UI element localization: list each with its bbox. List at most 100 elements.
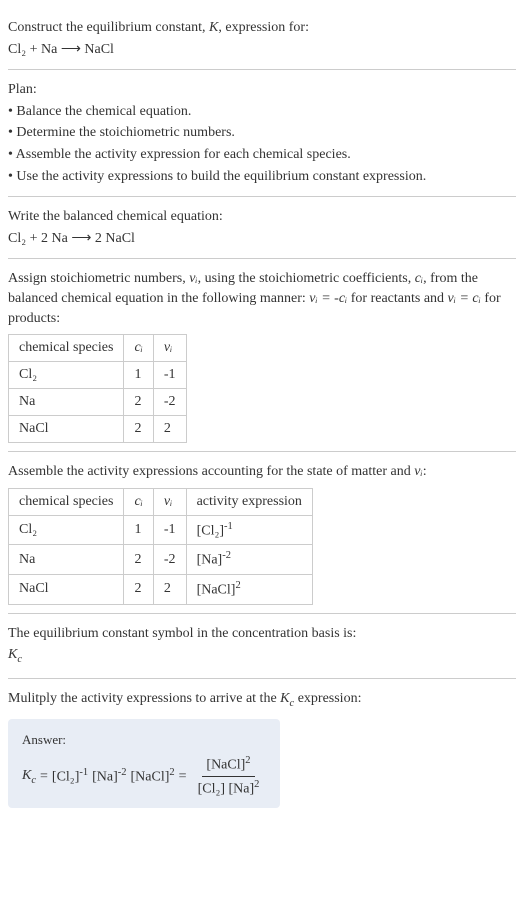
activity-t2: :	[423, 464, 427, 479]
expr-base: [Cl₂]	[197, 523, 224, 538]
kc-k: K	[8, 647, 17, 662]
ans-ksub: c	[31, 774, 36, 785]
activity-cell: NaCl	[9, 575, 124, 605]
stoich-cell: NaCl	[9, 416, 124, 443]
stoich-section: Assign stoichiometric numbers, νᵢ , using…	[8, 259, 516, 452]
plan-item-2: • Assemble the activity expression for e…	[8, 145, 516, 165]
table-row: Na 2 -2 [Na]-2	[9, 545, 313, 575]
stoich-cell: -1	[153, 362, 186, 389]
activity-cell: Na	[9, 545, 124, 575]
act-th1: cᵢ	[134, 494, 142, 509]
activity-cell: 1	[124, 515, 153, 545]
stoich-th2-text: νᵢ	[164, 340, 172, 355]
activity-t1: Assemble the activity expressions accoun…	[8, 464, 414, 479]
answer-box: Answer: Kc = [Cl₂]-1 [Na]-2 [NaCl]2 = [N…	[8, 719, 280, 808]
header-line1: Construct the equilibrium constant, K, e…	[8, 18, 516, 38]
multiply-line: Mulitply the activity expressions to arr…	[8, 689, 516, 711]
activity-cell: 2	[124, 575, 153, 605]
numb: [NaCl]	[206, 758, 245, 773]
ans-k: K	[22, 768, 31, 783]
plan-item-0: • Balance the chemical equation.	[8, 102, 516, 122]
plan-section: Plan: • Balance the chemical equation. •…	[8, 70, 516, 197]
expr-exp: -2	[222, 550, 231, 561]
ans-eq2: =	[179, 769, 187, 785]
symbol-line1: The equilibrium constant symbol in the c…	[8, 624, 516, 644]
table-row: Cl₂ 1 -1 [Cl₂]-1	[9, 515, 313, 545]
header-text2: , expression for:	[218, 20, 309, 35]
t1e: -1	[79, 767, 88, 778]
table-row: Cl₂ 1 -1	[9, 362, 187, 389]
ans-eq1: =	[40, 769, 48, 785]
stoich-cell: Na	[9, 389, 124, 416]
stoich-intro: Assign stoichiometric numbers, νᵢ, using…	[8, 269, 516, 328]
stoich-t2: , using the stoichiometric coefficients,	[198, 271, 415, 286]
balanced-title: Write the balanced chemical equation:	[8, 207, 516, 227]
activity-cell: -2	[153, 545, 186, 575]
balanced-equation: Cl₂ + 2 Na ⟶ 2 NaCl	[8, 229, 516, 249]
t2e: -2	[118, 767, 127, 778]
mult-t2: expression:	[294, 691, 361, 706]
header-text1: Construct the equilibrium constant,	[8, 20, 209, 35]
activity-table: chemical species cᵢ νᵢ activity expressi…	[8, 488, 313, 605]
d2e: 2	[254, 779, 259, 790]
activity-cell: [Na]-2	[186, 545, 312, 575]
stoich-cell: 1	[124, 362, 153, 389]
expr-base: [Na]	[197, 553, 223, 568]
stoich-t4: for reactants and	[347, 291, 447, 306]
activity-cell: -1	[153, 515, 186, 545]
stoich-cell: 2	[124, 416, 153, 443]
activity-cell: 2	[153, 575, 186, 605]
answer-formula: Kc = [Cl₂]-1 [Na]-2 [NaCl]2 = [NaCl]2 [C…	[22, 755, 266, 797]
table-row: chemical species cᵢ νᵢ	[9, 335, 187, 362]
activity-section: Assemble the activity expressions accoun…	[8, 452, 516, 614]
frac-num: [NaCl]2	[202, 755, 254, 777]
symbol-kc: Kc	[8, 645, 516, 667]
header-section: Construct the equilibrium constant, K, e…	[8, 8, 516, 70]
stoich-eq1: νᵢ = -cᵢ	[309, 291, 347, 306]
activity-th-1: cᵢ	[124, 488, 153, 515]
stoich-t1: Assign stoichiometric numbers,	[8, 271, 189, 286]
header-equation: Cl₂ + Na ⟶ NaCl	[8, 40, 516, 60]
ans-term1: [Cl₂]-1	[52, 767, 88, 786]
stoich-th-2: νᵢ	[153, 335, 186, 362]
balanced-section: Write the balanced chemical equation: Cl…	[8, 197, 516, 259]
stoich-th-1: cᵢ	[124, 335, 153, 362]
activity-cell: [NaCl]2	[186, 575, 312, 605]
ans-kc: Kc	[22, 768, 36, 786]
t2b: [Na]	[92, 770, 118, 785]
answer-label: Answer:	[22, 731, 266, 749]
mult-kc: K	[280, 691, 289, 706]
act-th2: νᵢ	[164, 494, 172, 509]
stoich-cell: -2	[153, 389, 186, 416]
stoich-cell: Cl₂	[9, 362, 124, 389]
activity-th-2: νᵢ	[153, 488, 186, 515]
ans-fraction: [NaCl]2 [Cl₂] [Na]2	[194, 755, 264, 797]
stoich-th1-text: cᵢ	[134, 340, 142, 355]
multiply-section: Mulitply the activity expressions to arr…	[8, 679, 516, 816]
table-row: Na 2 -2	[9, 389, 187, 416]
stoich-cell: 2	[124, 389, 153, 416]
kc-sub: c	[17, 654, 22, 665]
mult-t1: Mulitply the activity expressions to arr…	[8, 691, 280, 706]
activity-cell: 2	[124, 545, 153, 575]
frac-den: [Cl₂] [Na]2	[194, 777, 264, 798]
activity-vi: νᵢ	[414, 464, 422, 479]
activity-th-0: chemical species	[9, 488, 124, 515]
t3b: [NaCl]	[131, 770, 170, 785]
expr-base: [NaCl]	[197, 583, 236, 598]
activity-intro: Assemble the activity expressions accoun…	[8, 462, 516, 482]
stoich-eq2: νᵢ = cᵢ	[448, 291, 481, 306]
symbol-section: The equilibrium constant symbol in the c…	[8, 614, 516, 679]
stoich-table: chemical species cᵢ νᵢ Cl₂ 1 -1 Na 2 -2 …	[8, 334, 187, 443]
expr-exp: -1	[224, 521, 233, 532]
ans-term2: [Na]-2	[92, 767, 126, 786]
table-row: chemical species cᵢ νᵢ activity expressi…	[9, 488, 313, 515]
plan-item-1: • Determine the stoichiometric numbers.	[8, 123, 516, 143]
stoich-th-0: chemical species	[9, 335, 124, 362]
nume: 2	[245, 755, 250, 766]
ans-term3: [NaCl]2	[131, 767, 175, 786]
stoich-cell: 2	[153, 416, 186, 443]
t1b: [Cl₂]	[52, 770, 79, 785]
plan-item-3: • Use the activity expressions to build …	[8, 167, 516, 187]
table-row: NaCl 2 2	[9, 416, 187, 443]
